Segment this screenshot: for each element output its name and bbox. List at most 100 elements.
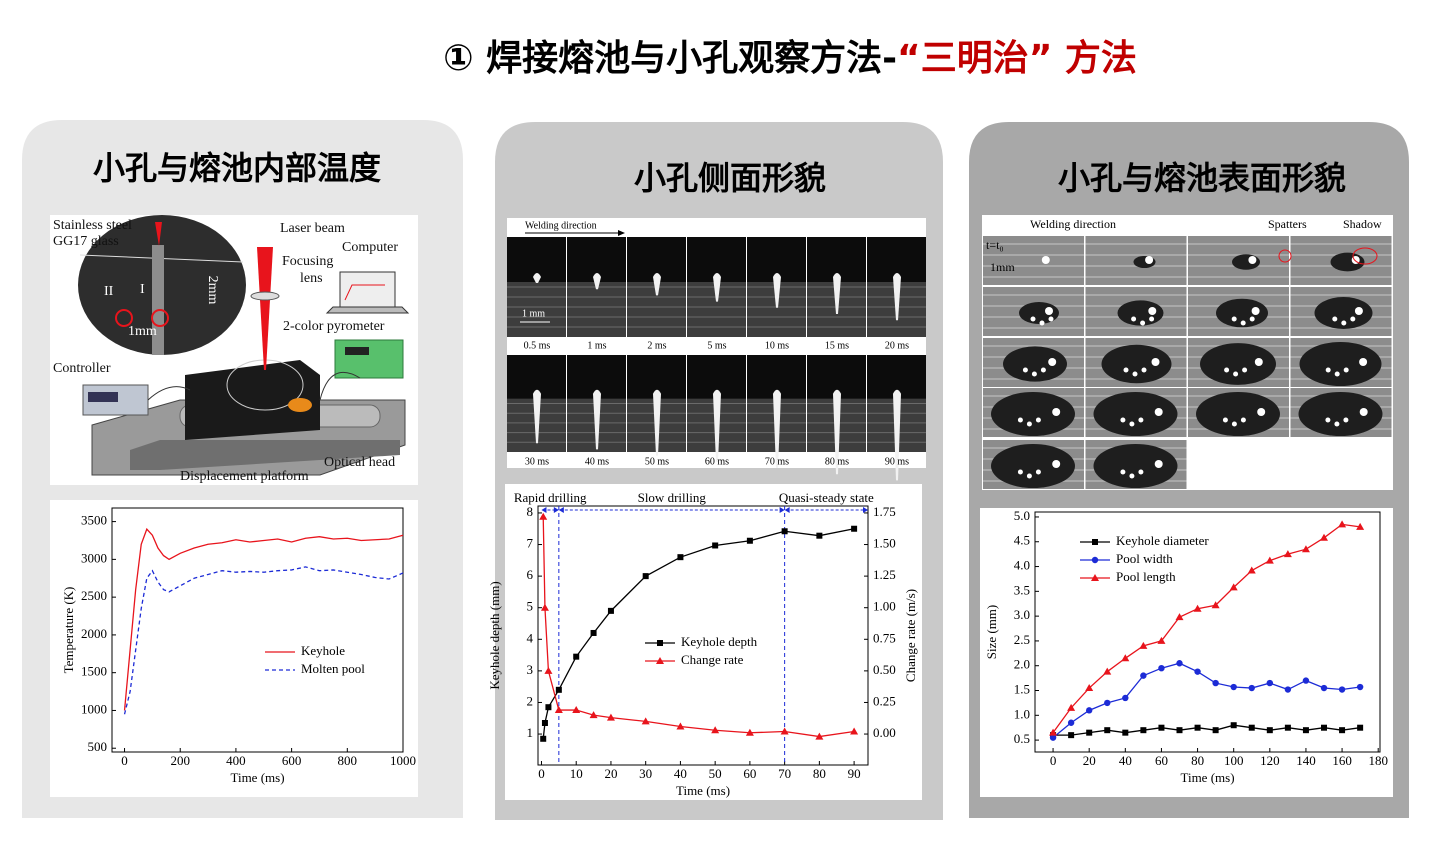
point: [781, 528, 788, 535]
arrow-head: [784, 507, 790, 513]
point: [555, 686, 562, 693]
x-tick-label: 80: [1191, 753, 1204, 768]
reflection: [1231, 421, 1237, 427]
point: [746, 537, 753, 544]
time-label: 5 ms: [707, 340, 726, 351]
point: [1284, 686, 1292, 693]
reflection: [1240, 320, 1246, 326]
keyhole-spot: [1151, 358, 1160, 366]
y-tick-label: 500: [88, 739, 108, 754]
keyhole-spot: [1248, 256, 1257, 264]
reflection: [1224, 367, 1230, 373]
cable: [147, 386, 191, 401]
time-label: 40 ms: [585, 456, 609, 467]
y2-axis-label: Change rate (m/s): [903, 589, 918, 682]
y-tick-label: 3500: [81, 513, 107, 528]
point: [1067, 719, 1075, 726]
melt-pool: [1216, 298, 1268, 328]
arrow-head: [553, 507, 559, 513]
reflection: [1343, 417, 1349, 423]
point: [1284, 724, 1291, 731]
diagram-label: Controller: [53, 361, 111, 376]
reflection: [1030, 316, 1036, 322]
point: [554, 706, 563, 714]
y-tick-label: 0.5: [1014, 731, 1030, 746]
title-highlight: “三明治” 方法: [897, 38, 1137, 79]
panel-heading: 小孔与熔池表面形貌: [1058, 159, 1346, 197]
workpiece: [185, 360, 320, 440]
point: [1193, 604, 1202, 612]
y2-tick-label: 0.75: [873, 630, 896, 645]
x-axis-label: Time (ms): [676, 783, 730, 798]
point: [1068, 732, 1075, 739]
y-tick-label: 2.5: [1014, 632, 1030, 647]
point: [1194, 724, 1201, 731]
keyhole-spot: [1048, 358, 1057, 366]
reflection: [1017, 469, 1023, 475]
keyhole-trace: [152, 245, 164, 355]
keyhole: [533, 389, 541, 444]
point: [850, 727, 859, 735]
laptop-base: [325, 306, 410, 314]
x-tick-label: 400: [226, 753, 246, 768]
reflection: [1350, 316, 1356, 322]
reflection: [1039, 320, 1045, 326]
point: [851, 525, 858, 532]
keyhole-spot: [1359, 408, 1368, 416]
controller-display: [88, 392, 118, 402]
point: [539, 512, 548, 520]
diagram-label: Displacement platform: [180, 469, 309, 484]
point: [1211, 601, 1220, 609]
reflection: [1017, 417, 1023, 423]
reflection: [1120, 417, 1126, 423]
point: [1049, 734, 1057, 741]
arrow-head: [558, 507, 564, 513]
point: [1194, 668, 1201, 675]
point: [1157, 636, 1166, 644]
keyhole: [833, 273, 841, 314]
keyhole-spot: [1145, 256, 1154, 264]
y-tick-label: 4.0: [1014, 558, 1030, 573]
point: [606, 713, 615, 721]
diagram-label: Laser beam: [280, 221, 345, 236]
reflection: [1325, 417, 1331, 423]
y-tick-label: 2000: [81, 626, 107, 641]
legend-marker: [1092, 539, 1098, 545]
scale-label: 1 mm: [522, 308, 545, 319]
legend-marker: [657, 640, 663, 646]
laptop: [339, 271, 396, 308]
keyhole-spot: [1052, 408, 1061, 416]
keyhole-spot: [1148, 307, 1157, 315]
point: [641, 717, 650, 725]
x-tick-label: 0: [538, 766, 545, 781]
phase-label: Slow drilling: [638, 490, 707, 505]
point: [1212, 727, 1219, 734]
x-tick-label: 60: [743, 766, 756, 781]
keyhole-spot: [1251, 307, 1260, 315]
reflection: [1035, 417, 1041, 423]
point: [1122, 694, 1129, 702]
series-line: [123, 566, 404, 715]
x-tick-label: 800: [338, 753, 358, 768]
diagram-label: Computer: [342, 240, 398, 255]
reflection: [1129, 473, 1135, 479]
y-tick-label: 2: [527, 693, 534, 708]
x-tick-label: 70: [778, 766, 791, 781]
melt-pool: [1093, 444, 1178, 488]
direction-label: Welding direction: [1030, 217, 1116, 231]
reflection: [1141, 367, 1147, 373]
y-tick-label: 6: [527, 567, 534, 582]
arrow-head: [618, 230, 625, 236]
point: [1230, 683, 1237, 691]
x-tick-label: 90: [848, 766, 861, 781]
optical-head: [288, 398, 312, 412]
panel-heading: 小孔侧面形貌: [634, 159, 826, 197]
point: [1247, 566, 1256, 574]
point: [1248, 724, 1255, 731]
point: [541, 719, 548, 726]
pyrometer: [334, 339, 404, 379]
point: [1139, 641, 1148, 649]
marker-circle: [115, 309, 133, 327]
point: [1121, 654, 1130, 662]
point: [589, 711, 598, 719]
